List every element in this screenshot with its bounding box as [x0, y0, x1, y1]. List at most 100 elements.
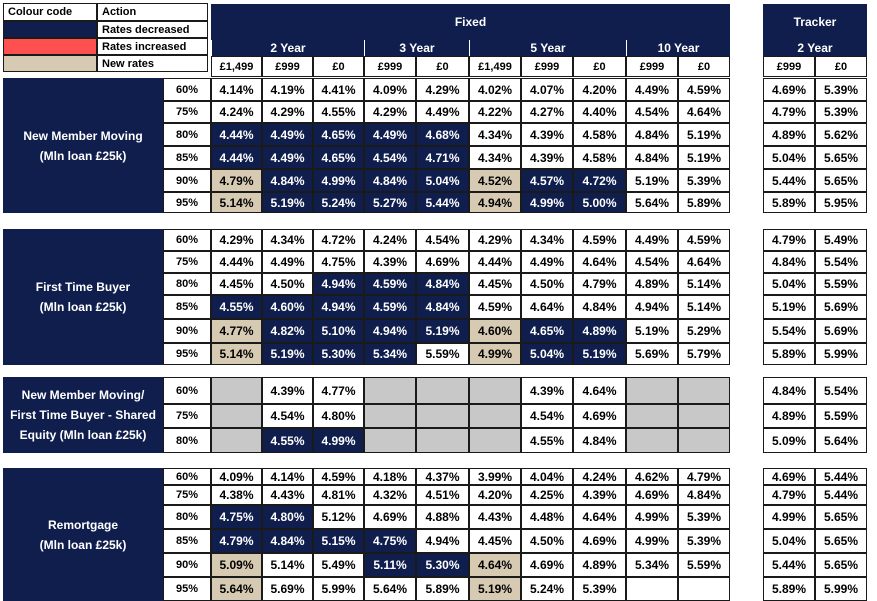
- rate-cell: 5.14%: [678, 295, 730, 319]
- rate-cell: 4.43%: [469, 505, 521, 529]
- rate-cell: 4.41%: [313, 78, 364, 101]
- rate-cell: 5.64%: [626, 192, 678, 213]
- legend-header-action: Action: [97, 3, 208, 21]
- ltv-cell: 85%: [163, 529, 211, 553]
- rate-cell: 4.58%: [573, 146, 626, 169]
- rate-cell: 4.24%: [364, 229, 416, 251]
- rate-cell: [469, 404, 521, 428]
- rate-cell: 5.04%: [416, 169, 469, 192]
- ltv-cell: 75%: [163, 251, 211, 273]
- rate-cell: 4.84%: [573, 295, 626, 319]
- section-label: New Member Moving/First Time Buyer - Sha…: [3, 377, 163, 453]
- rate-cell: 4.34%: [262, 229, 313, 251]
- rate-cell: 4.89%: [573, 553, 626, 577]
- rate-cell: 4.99%: [626, 529, 678, 553]
- tracker-rate-cell: 5.65%: [815, 169, 867, 192]
- rate-cell: 4.20%: [469, 485, 521, 505]
- rate-cell: 5.12%: [313, 505, 364, 529]
- rate-cell: 5.69%: [262, 577, 313, 601]
- rate-cell: 4.14%: [262, 468, 313, 485]
- rate-cell: 4.88%: [416, 505, 469, 529]
- rate-cell: [626, 404, 678, 428]
- rate-cell: 4.37%: [416, 468, 469, 485]
- rate-cell: 4.49%: [626, 229, 678, 251]
- rate-cell: 5.19%: [678, 146, 730, 169]
- rate-cell: 4.64%: [678, 251, 730, 273]
- rate-cell: 4.54%: [626, 251, 678, 273]
- tracker-rate-cell: 5.54%: [815, 377, 867, 404]
- rate-cell: 4.75%: [364, 529, 416, 553]
- rate-cell: 4.49%: [626, 78, 678, 101]
- rate-cell: 4.89%: [573, 319, 626, 343]
- tracker-fee-header: £0: [815, 56, 867, 77]
- rate-cell: 4.80%: [313, 404, 364, 428]
- section-label-line: Remortgage: [47, 517, 118, 532]
- rate-cell: 4.69%: [521, 553, 573, 577]
- rate-cell: 4.54%: [364, 146, 416, 169]
- rate-cell: 5.09%: [211, 553, 262, 577]
- rate-cell: 5.00%: [573, 192, 626, 213]
- rate-cell: 4.68%: [416, 123, 469, 146]
- rate-cell: 4.58%: [573, 123, 626, 146]
- fee-header: £0: [678, 56, 730, 77]
- rate-cell: [626, 377, 678, 404]
- rate-cell: [211, 404, 262, 428]
- term-header: 5 Year: [469, 40, 626, 56]
- tracker-rate-cell: 4.79%: [763, 229, 815, 251]
- rate-cell: 4.82%: [262, 319, 313, 343]
- ltv-cell: 60%: [163, 78, 211, 101]
- tracker-rate-cell: 5.95%: [815, 192, 867, 213]
- rate-cell: 4.64%: [573, 377, 626, 404]
- rate-cell: 4.55%: [262, 428, 313, 453]
- ltv-cell: 80%: [163, 505, 211, 529]
- rate-cell: 5.15%: [313, 529, 364, 553]
- rate-cell: 4.94%: [313, 273, 364, 295]
- rate-cell: 4.99%: [626, 505, 678, 529]
- rate-cell: 4.39%: [521, 377, 573, 404]
- rate-cell: [364, 377, 416, 404]
- rate-cell: [416, 377, 469, 404]
- rate-cell: [678, 428, 730, 453]
- rate-cell: 5.11%: [364, 553, 416, 577]
- section-label: First Time Buyer (Mln loan £25k): [3, 229, 163, 365]
- rate-cell: 4.72%: [313, 229, 364, 251]
- fee-header: £999: [262, 56, 313, 77]
- rate-cell: 5.39%: [678, 529, 730, 553]
- rate-cell: 4.84%: [626, 123, 678, 146]
- rate-cell: 4.27%: [521, 101, 573, 123]
- ltv-cell: 95%: [163, 343, 211, 365]
- tracker-rate-cell: 5.44%: [763, 169, 815, 192]
- rate-cell: 4.55%: [211, 295, 262, 319]
- rate-cell: [211, 428, 262, 453]
- rate-cell: 4.64%: [521, 295, 573, 319]
- rate-cell: 4.14%: [211, 78, 262, 101]
- rate-cell: 5.27%: [364, 192, 416, 213]
- rate-cell: 4.84%: [262, 529, 313, 553]
- fee-header: £0: [313, 56, 364, 77]
- legend-label: Rates decreased: [97, 21, 208, 38]
- rate-cell: 4.94%: [416, 529, 469, 553]
- ltv-cell: 80%: [163, 273, 211, 295]
- tracker-rate-cell: 5.39%: [815, 101, 867, 123]
- rate-cell: 4.65%: [313, 123, 364, 146]
- rate-cell: 4.79%: [211, 169, 262, 192]
- rate-cell: 4.94%: [364, 319, 416, 343]
- rate-cell: 4.34%: [469, 146, 521, 169]
- rate-cell: [364, 428, 416, 453]
- rate-cell: [211, 377, 262, 404]
- fee-header: £1,499: [211, 56, 262, 77]
- rate-cell: 4.49%: [521, 251, 573, 273]
- rate-cell: 5.39%: [678, 169, 730, 192]
- tracker-rate-cell: 5.09%: [763, 428, 815, 453]
- tracker-rate-cell: 5.62%: [815, 123, 867, 146]
- tracker-rate-cell: 5.04%: [763, 273, 815, 295]
- rate-cell: 4.84%: [416, 273, 469, 295]
- rate-cell: 4.81%: [313, 485, 364, 505]
- tracker-rate-cell: 4.99%: [763, 505, 815, 529]
- rate-cell: 4.99%: [313, 169, 364, 192]
- rate-cell: 5.10%: [313, 319, 364, 343]
- rate-cell: 4.57%: [521, 169, 573, 192]
- rate-cell: 4.59%: [678, 78, 730, 101]
- rate-cell: 5.19%: [626, 169, 678, 192]
- rate-cell: 4.64%: [678, 101, 730, 123]
